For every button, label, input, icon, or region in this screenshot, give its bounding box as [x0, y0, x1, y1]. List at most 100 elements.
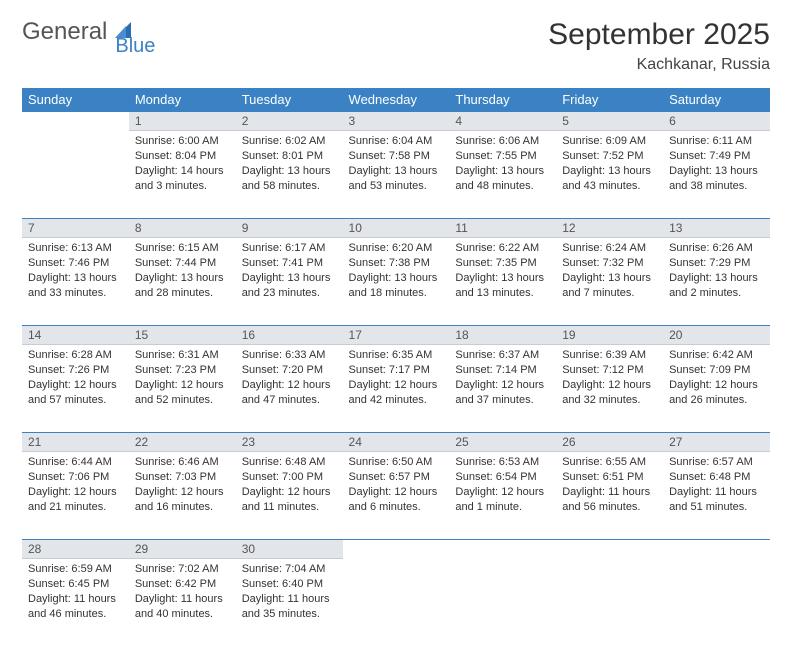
sunrise-text: Sunrise: 6:09 AM: [562, 134, 657, 149]
sunset-text: Sunset: 7:49 PM: [669, 149, 764, 164]
daylight-text: Daylight: 11 hours and 35 minutes.: [242, 592, 337, 622]
day-data-cell: Sunrise: 7:02 AMSunset: 6:42 PMDaylight:…: [129, 559, 236, 647]
sunset-text: Sunset: 8:04 PM: [135, 149, 230, 164]
day-number-row: 123456: [22, 112, 770, 131]
sunset-text: Sunset: 7:17 PM: [349, 363, 444, 378]
day-data-cell: [663, 559, 770, 647]
sunset-text: Sunset: 7:32 PM: [562, 256, 657, 271]
col-thursday: Thursday: [449, 88, 556, 112]
sunset-text: Sunset: 6:40 PM: [242, 577, 337, 592]
sunrise-text: Sunrise: 6:33 AM: [242, 348, 337, 363]
sunrise-text: Sunrise: 6:44 AM: [28, 455, 123, 470]
day-data-row: Sunrise: 6:59 AMSunset: 6:45 PMDaylight:…: [22, 559, 770, 647]
sunset-text: Sunset: 7:35 PM: [455, 256, 550, 271]
day-number-cell: 5: [556, 112, 663, 131]
day-data-cell: Sunrise: 6:48 AMSunset: 7:00 PMDaylight:…: [236, 452, 343, 540]
day-number-cell: 18: [449, 326, 556, 345]
sunrise-text: Sunrise: 6:55 AM: [562, 455, 657, 470]
sunrise-text: Sunrise: 6:06 AM: [455, 134, 550, 149]
daylight-text: Daylight: 11 hours and 51 minutes.: [669, 485, 764, 515]
sunset-text: Sunset: 7:58 PM: [349, 149, 444, 164]
title-block: September 2025 Kachkanar, Russia: [548, 18, 770, 74]
day-number-cell: 7: [22, 219, 129, 238]
sunrise-text: Sunrise: 6:48 AM: [242, 455, 337, 470]
daylight-text: Daylight: 13 hours and 43 minutes.: [562, 164, 657, 194]
day-number-cell: 15: [129, 326, 236, 345]
day-data-cell: Sunrise: 6:20 AMSunset: 7:38 PMDaylight:…: [343, 238, 450, 326]
sunrise-text: Sunrise: 6:57 AM: [669, 455, 764, 470]
sunrise-text: Sunrise: 6:04 AM: [349, 134, 444, 149]
daylight-text: Daylight: 12 hours and 16 minutes.: [135, 485, 230, 515]
day-number-cell: 26: [556, 433, 663, 452]
sunrise-text: Sunrise: 6:20 AM: [349, 241, 444, 256]
day-data-cell: Sunrise: 6:55 AMSunset: 6:51 PMDaylight:…: [556, 452, 663, 540]
sunset-text: Sunset: 7:46 PM: [28, 256, 123, 271]
day-number-cell: 17: [343, 326, 450, 345]
daylight-text: Daylight: 13 hours and 33 minutes.: [28, 271, 123, 301]
daylight-text: Daylight: 12 hours and 26 minutes.: [669, 378, 764, 408]
day-data-cell: [449, 559, 556, 647]
day-number-cell: 29: [129, 540, 236, 559]
day-number-cell: 27: [663, 433, 770, 452]
day-data-row: Sunrise: 6:00 AMSunset: 8:04 PMDaylight:…: [22, 131, 770, 219]
sunset-text: Sunset: 7:20 PM: [242, 363, 337, 378]
sunrise-text: Sunrise: 6:02 AM: [242, 134, 337, 149]
sunrise-text: Sunrise: 6:00 AM: [135, 134, 230, 149]
daylight-text: Daylight: 11 hours and 46 minutes.: [28, 592, 123, 622]
day-data-cell: Sunrise: 6:53 AMSunset: 6:54 PMDaylight:…: [449, 452, 556, 540]
daylight-text: Daylight: 14 hours and 3 minutes.: [135, 164, 230, 194]
day-number-row: 78910111213: [22, 219, 770, 238]
day-number-cell: [22, 112, 129, 131]
sunrise-text: Sunrise: 6:46 AM: [135, 455, 230, 470]
day-number-cell: 6: [663, 112, 770, 131]
sunrise-text: Sunrise: 6:31 AM: [135, 348, 230, 363]
day-data-cell: Sunrise: 6:35 AMSunset: 7:17 PMDaylight:…: [343, 345, 450, 433]
day-number-row: 21222324252627: [22, 433, 770, 452]
sunrise-text: Sunrise: 6:37 AM: [455, 348, 550, 363]
sunset-text: Sunset: 7:52 PM: [562, 149, 657, 164]
sunset-text: Sunset: 7:29 PM: [669, 256, 764, 271]
sunrise-text: Sunrise: 7:04 AM: [242, 562, 337, 577]
daylight-text: Daylight: 12 hours and 32 minutes.: [562, 378, 657, 408]
weekday-header-row: Sunday Monday Tuesday Wednesday Thursday…: [22, 88, 770, 112]
day-number-cell: [556, 540, 663, 559]
col-sunday: Sunday: [22, 88, 129, 112]
day-number-cell: 19: [556, 326, 663, 345]
day-number-cell: [449, 540, 556, 559]
day-data-cell: Sunrise: 6:24 AMSunset: 7:32 PMDaylight:…: [556, 238, 663, 326]
sunrise-text: Sunrise: 6:53 AM: [455, 455, 550, 470]
sunset-text: Sunset: 7:00 PM: [242, 470, 337, 485]
sunrise-text: Sunrise: 6:24 AM: [562, 241, 657, 256]
daylight-text: Daylight: 12 hours and 37 minutes.: [455, 378, 550, 408]
day-data-row: Sunrise: 6:13 AMSunset: 7:46 PMDaylight:…: [22, 238, 770, 326]
sunset-text: Sunset: 7:06 PM: [28, 470, 123, 485]
daylight-text: Daylight: 12 hours and 57 minutes.: [28, 378, 123, 408]
col-tuesday: Tuesday: [236, 88, 343, 112]
logo-text-blue: Blue: [115, 35, 155, 58]
daylight-text: Daylight: 11 hours and 40 minutes.: [135, 592, 230, 622]
sunset-text: Sunset: 7:14 PM: [455, 363, 550, 378]
daylight-text: Daylight: 12 hours and 1 minute.: [455, 485, 550, 515]
sunrise-text: Sunrise: 6:35 AM: [349, 348, 444, 363]
day-number-cell: 12: [556, 219, 663, 238]
daylight-text: Daylight: 13 hours and 28 minutes.: [135, 271, 230, 301]
day-number-cell: [343, 540, 450, 559]
day-data-cell: Sunrise: 6:50 AMSunset: 6:57 PMDaylight:…: [343, 452, 450, 540]
sunset-text: Sunset: 8:01 PM: [242, 149, 337, 164]
day-data-cell: [22, 131, 129, 219]
day-number-cell: 14: [22, 326, 129, 345]
daylight-text: Daylight: 13 hours and 38 minutes.: [669, 164, 764, 194]
sunset-text: Sunset: 6:54 PM: [455, 470, 550, 485]
sunset-text: Sunset: 7:03 PM: [135, 470, 230, 485]
sunset-text: Sunset: 7:44 PM: [135, 256, 230, 271]
day-number-cell: 30: [236, 540, 343, 559]
day-number-cell: 16: [236, 326, 343, 345]
day-number-cell: 4: [449, 112, 556, 131]
col-saturday: Saturday: [663, 88, 770, 112]
day-number-cell: 1: [129, 112, 236, 131]
sunrise-text: Sunrise: 6:17 AM: [242, 241, 337, 256]
day-number-cell: 25: [449, 433, 556, 452]
day-number-cell: 2: [236, 112, 343, 131]
logo-text-general: General: [22, 18, 107, 46]
col-wednesday: Wednesday: [343, 88, 450, 112]
